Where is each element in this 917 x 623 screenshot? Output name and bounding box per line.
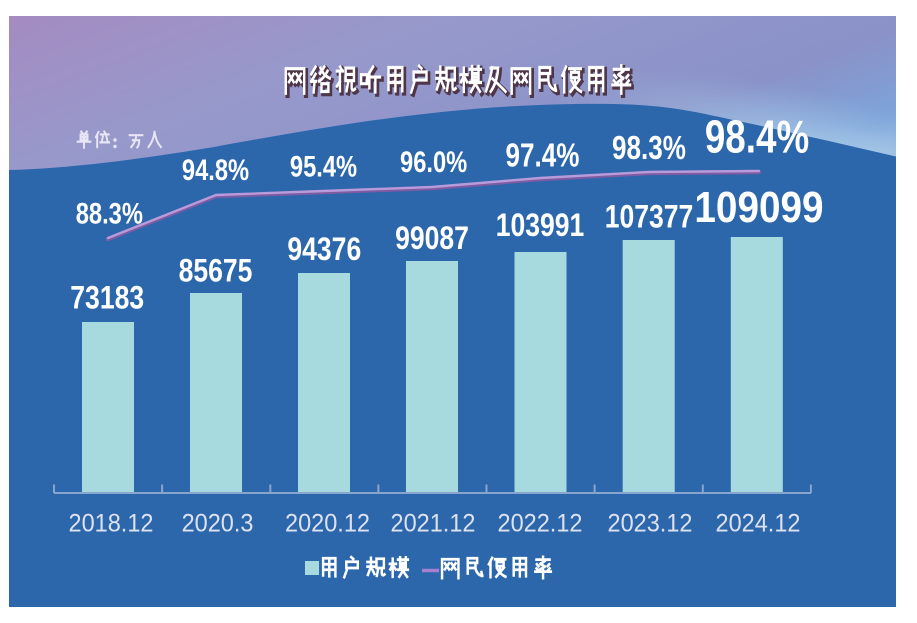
svg-text:95.4%: 95.4% xyxy=(290,150,357,183)
svg-text:2018.12: 2018.12 xyxy=(69,510,154,538)
svg-text:2022.12: 2022.12 xyxy=(498,510,583,538)
svg-text:88.3%: 88.3% xyxy=(76,197,143,230)
svg-text:94376: 94376 xyxy=(287,232,361,268)
svg-text:2020.12: 2020.12 xyxy=(285,510,370,538)
svg-text:2020.3: 2020.3 xyxy=(182,510,254,538)
svg-text:98.3%: 98.3% xyxy=(612,130,686,167)
svg-text:107377: 107377 xyxy=(605,199,694,235)
svg-text:2021.12: 2021.12 xyxy=(391,510,476,538)
svg-text:2024.12: 2024.12 xyxy=(716,510,801,538)
svg-text:73183: 73183 xyxy=(70,280,144,316)
svg-text:97.4%: 97.4% xyxy=(506,138,580,175)
svg-text:98.4%: 98.4% xyxy=(705,111,809,163)
svg-text:85675: 85675 xyxy=(179,253,253,289)
svg-text:96.0%: 96.0% xyxy=(400,145,467,178)
svg-text:109099: 109099 xyxy=(694,181,823,231)
svg-text:99087: 99087 xyxy=(395,221,469,257)
svg-text:94.8%: 94.8% xyxy=(182,153,249,186)
svg-text:2023.12: 2023.12 xyxy=(608,510,693,538)
svg-text:103991: 103991 xyxy=(496,208,585,244)
